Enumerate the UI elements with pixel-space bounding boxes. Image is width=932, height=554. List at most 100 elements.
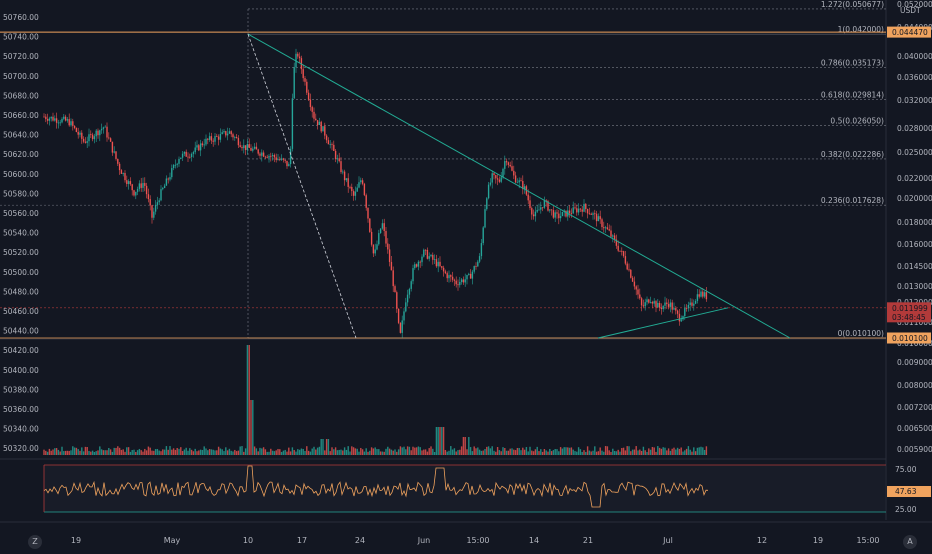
volume-bar (246, 345, 249, 455)
candle-body (66, 119, 69, 121)
volume-bar (72, 446, 74, 455)
volume-bar (523, 449, 526, 455)
volume-bar (622, 447, 625, 455)
candle-body (612, 235, 614, 237)
volume-bar (509, 448, 511, 455)
volume-bar (410, 450, 412, 455)
candle-body (345, 178, 348, 181)
volume-bar (455, 451, 457, 455)
volume-bar (547, 451, 549, 455)
volume-bar (608, 450, 610, 455)
rsi-band (44, 465, 886, 512)
candle-body (140, 183, 142, 188)
rsi-value-label: 47.63 (895, 487, 917, 496)
candle-body (199, 143, 202, 151)
volume-bar (678, 448, 681, 455)
candle-body (646, 299, 648, 303)
candle-body (529, 200, 531, 209)
candle-body (277, 159, 279, 161)
volume-bar (619, 451, 621, 455)
candle-body (207, 138, 209, 140)
volume-bar (511, 448, 513, 455)
volume-bar (592, 450, 594, 455)
right-axis-tick: 0.007200 (897, 403, 932, 412)
volume-bar (363, 451, 366, 455)
candle-body (243, 145, 245, 149)
candle-body (138, 183, 141, 189)
volume-bar (550, 451, 553, 455)
candle-body (111, 141, 114, 153)
candle-body (46, 119, 49, 121)
candle-body (383, 223, 385, 232)
volume-bar (284, 449, 286, 455)
candle-body (212, 140, 214, 142)
candle-body (268, 155, 270, 158)
candle-body (568, 210, 571, 214)
candle-body (356, 187, 358, 192)
volume-bar (205, 448, 207, 455)
volume-bar (102, 450, 105, 455)
volume-bar (52, 449, 54, 455)
volume-bar (442, 427, 445, 455)
volume-bar (383, 451, 385, 455)
candle-body (151, 205, 153, 218)
volume-bar (322, 439, 324, 455)
candle-body (270, 155, 272, 157)
candle-body (693, 303, 695, 306)
volume-bar (63, 451, 65, 455)
candle-body (334, 150, 337, 160)
volume-bar (239, 446, 241, 455)
volume-bar (66, 450, 69, 455)
volume-bar (487, 446, 490, 455)
volume-bar (163, 449, 166, 455)
candle-body (496, 178, 499, 180)
volume-bar (340, 449, 342, 455)
candle-body (113, 151, 115, 153)
candle-body (493, 173, 495, 176)
volume-bar (507, 450, 510, 455)
volume-bar (662, 447, 664, 455)
candle-body (441, 266, 443, 268)
candle-body (527, 194, 529, 201)
volume-bar (93, 451, 96, 455)
price-marker-box (887, 332, 931, 344)
zoom-icon[interactable]: Z (28, 535, 42, 549)
volume-bar (558, 451, 560, 455)
candle-body (284, 159, 286, 161)
candle-body (444, 271, 447, 274)
volume-bar (230, 450, 232, 455)
left-axis-tick: 50620.00 (3, 150, 39, 159)
volume-bar (579, 449, 582, 455)
candle-body (336, 158, 339, 160)
candle-body (666, 302, 668, 305)
volume-bar (696, 447, 699, 455)
x-axis-tick: 10 (243, 536, 253, 545)
volume-bar (538, 451, 540, 455)
volume-bar (689, 449, 691, 455)
candle-body (637, 289, 639, 295)
candle-body (192, 152, 195, 154)
candle-body (541, 207, 544, 209)
volume-bar (394, 449, 396, 455)
candle-body (435, 259, 438, 267)
candle-body (448, 275, 450, 279)
candle-body (685, 308, 688, 309)
candle-body (586, 208, 589, 214)
volume-bar (311, 448, 313, 455)
candle-body (354, 191, 357, 196)
candle-body (127, 181, 130, 184)
candle-body (477, 261, 479, 267)
candle-body (369, 218, 371, 232)
candle-body (228, 131, 231, 134)
fib-level-label: 0(0.010100) (838, 329, 884, 338)
volume-bar (324, 450, 326, 455)
candle-body (401, 320, 403, 333)
auto-scale-icon[interactable]: A (903, 535, 917, 549)
left-axis-tick: 50680.00 (3, 91, 39, 100)
candle-body (223, 131, 225, 133)
volume-bar (403, 446, 405, 455)
volume-bar (57, 449, 60, 455)
volume-bar (433, 451, 436, 455)
